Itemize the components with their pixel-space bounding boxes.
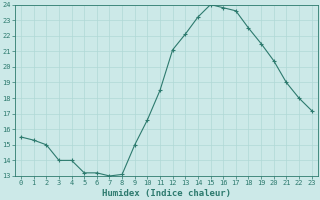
X-axis label: Humidex (Indice chaleur): Humidex (Indice chaleur) (102, 189, 231, 198)
